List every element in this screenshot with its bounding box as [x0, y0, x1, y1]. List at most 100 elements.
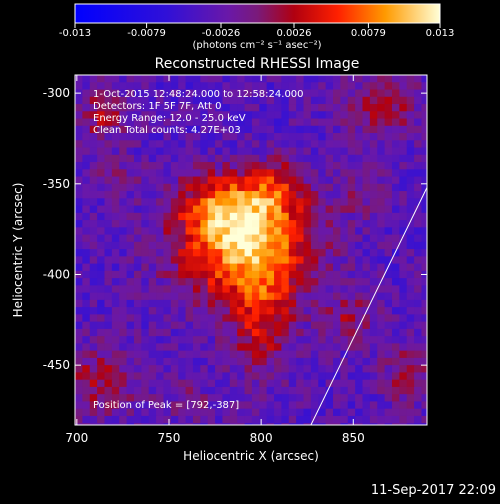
image-pixel: [178, 256, 187, 265]
image-pixel: [148, 249, 157, 257]
image-pixel: [318, 299, 327, 308]
image-pixel: [148, 133, 157, 141]
image-pixel: [163, 328, 172, 337]
image-pixel: [318, 357, 327, 366]
image-pixel: [414, 379, 423, 388]
image-pixel: [163, 154, 172, 163]
image-pixel: [104, 408, 113, 417]
image-pixel: [163, 249, 172, 257]
image-pixel: [89, 415, 98, 424]
image-pixel: [215, 270, 224, 279]
image-pixel: [119, 234, 128, 243]
image-pixel: [237, 365, 246, 374]
image-pixel: [347, 183, 356, 192]
image-pixel: [318, 169, 327, 178]
image-pixel: [259, 191, 268, 199]
image-pixel: [89, 220, 98, 228]
image-pixel: [310, 220, 319, 228]
image-pixel: [200, 394, 209, 403]
image-pixel: [156, 350, 165, 359]
image-pixel: [163, 220, 172, 228]
image-pixel: [347, 372, 356, 381]
image-pixel: [97, 394, 106, 403]
image-pixel: [170, 169, 179, 178]
image-pixel: [82, 386, 91, 395]
image-pixel: [333, 198, 341, 207]
image-pixel: [347, 292, 356, 301]
image-pixel: [178, 401, 187, 410]
image-pixel: [384, 241, 393, 250]
image-pixel: [207, 154, 216, 163]
image-pixel: [104, 292, 113, 301]
image-pixel: [111, 162, 120, 170]
image-pixel: [111, 278, 120, 286]
image-pixel: [333, 191, 341, 199]
image-pixel: [274, 328, 283, 337]
image-pixel: [178, 270, 187, 279]
image-pixel: [377, 263, 386, 272]
image-pixel: [133, 205, 142, 214]
image-pixel: [369, 299, 378, 308]
image-pixel: [156, 379, 165, 388]
image-pixel: [133, 96, 142, 105]
image-pixel: [89, 292, 98, 301]
image-pixel: [251, 183, 260, 192]
image-pixel: [178, 372, 187, 381]
image-pixel: [141, 379, 150, 388]
image-pixel: [274, 75, 283, 83]
image-pixel: [148, 104, 157, 112]
image-pixel: [156, 357, 165, 366]
image-pixel: [75, 336, 83, 344]
image-pixel: [325, 96, 334, 105]
image-pixel: [362, 408, 371, 417]
image-pixel: [406, 249, 415, 257]
image-pixel: [170, 307, 179, 315]
image-pixel: [333, 343, 341, 352]
image-pixel: [111, 285, 120, 294]
image-pixel: [310, 386, 319, 395]
image-pixel: [215, 191, 224, 199]
image-pixel: [362, 169, 371, 178]
image-pixel: [303, 183, 312, 192]
image-pixel: [244, 234, 253, 243]
image-pixel: [310, 75, 319, 83]
image-pixel: [141, 89, 150, 98]
image-pixel: [391, 75, 400, 83]
image-pixel: [222, 336, 231, 344]
image-pixel: [340, 365, 349, 374]
image-pixel: [215, 299, 224, 308]
image-pixel: [237, 256, 246, 265]
image-pixel: [318, 234, 327, 243]
image-pixel: [200, 176, 209, 185]
image-pixel: [391, 336, 400, 344]
image-pixel: [333, 205, 341, 214]
image-pixel: [215, 241, 224, 250]
image-pixel: [75, 408, 83, 417]
image-pixel: [148, 263, 157, 272]
image-pixel: [377, 336, 386, 344]
image-pixel: [274, 357, 283, 366]
image-pixel: [104, 249, 113, 257]
image-pixel: [222, 162, 231, 170]
image-pixel: [229, 205, 238, 214]
image-pixel: [266, 75, 275, 83]
image-pixel: [355, 191, 364, 199]
image-pixel: [104, 75, 113, 83]
image-pixel: [362, 299, 371, 308]
image-pixel: [340, 256, 349, 265]
image-pixel: [75, 328, 83, 337]
image-pixel: [133, 169, 142, 178]
image-pixel: [178, 118, 187, 127]
image-pixel: [200, 386, 209, 395]
image-pixel: [421, 176, 427, 185]
image-pixel: [185, 386, 194, 395]
image-pixel: [75, 220, 83, 228]
image-pixel: [111, 357, 120, 366]
image-pixel: [274, 386, 283, 395]
image-pixel: [244, 270, 253, 279]
image-pixel: [104, 96, 113, 105]
image-pixel: [75, 125, 83, 134]
colorbar-ticks: -0.013 -0.0079 -0.0026 0.0026 0.0079 0.013: [59, 23, 454, 39]
image-pixel: [296, 169, 305, 178]
image-pixel: [259, 125, 268, 134]
